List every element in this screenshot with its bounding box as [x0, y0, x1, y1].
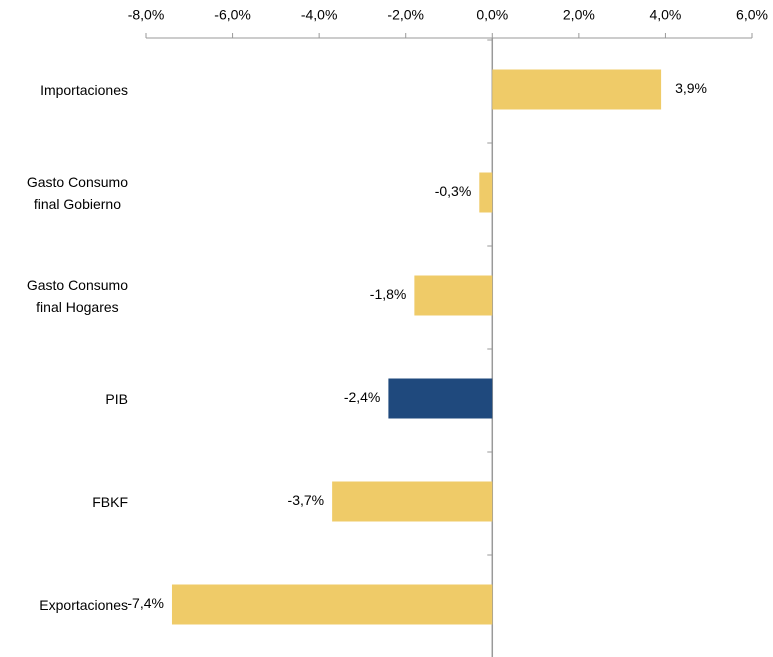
y-tick-label: FBKF	[92, 493, 128, 510]
x-tick-label: 2,0%	[563, 7, 595, 23]
y-tick-label: Gasto Consumo final Gobierno	[26, 173, 128, 212]
x-tick-label: 6,0%	[736, 7, 768, 23]
bar	[414, 275, 493, 316]
value-label: -1,8%	[370, 286, 407, 302]
x-tick-label: -4,0%	[301, 7, 338, 23]
value-label: 3,9%	[675, 80, 707, 96]
value-label: -7,4%	[127, 595, 164, 611]
y-tick-label: Gasto Consumo final Hogares	[26, 276, 128, 315]
y-tick-label: PIB	[105, 390, 128, 407]
value-label: -3,7%	[288, 492, 325, 508]
value-label: -2,4%	[344, 389, 381, 405]
x-tick-label: -2,0%	[387, 7, 424, 23]
x-tick-label: 4,0%	[649, 7, 681, 23]
bar	[388, 378, 493, 419]
bar	[171, 584, 493, 625]
bar	[479, 172, 493, 213]
y-tick-label: Exportaciones	[39, 596, 128, 613]
bar	[492, 69, 662, 110]
value-label: -0,3%	[435, 183, 472, 199]
x-tick-label: 0,0%	[476, 7, 508, 23]
x-tick-label: -8,0%	[128, 7, 165, 23]
bar	[332, 481, 493, 522]
y-tick-label: Importaciones	[40, 81, 128, 98]
x-tick-label: -6,0%	[214, 7, 251, 23]
